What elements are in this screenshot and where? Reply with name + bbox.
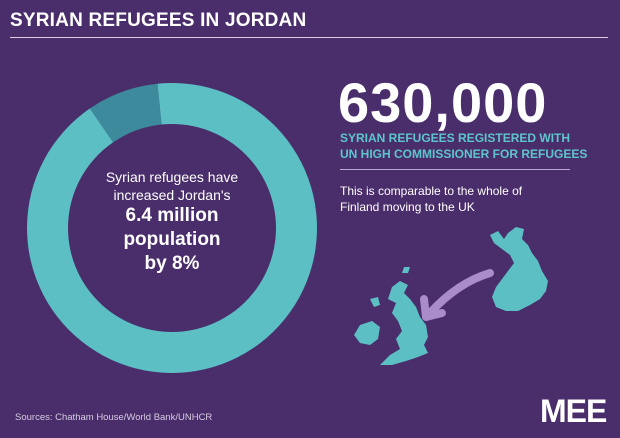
refugee-subtitle-line-2: UN HIGH COMMISSIONER FOR REFUGEES [340, 147, 588, 161]
title-divider [10, 37, 608, 38]
refugee-subtitle: SYRIAN REFUGEES REGISTERED WITH UN HIGH … [340, 130, 587, 162]
donut-center-text: Syrian refugees have increased Jordan's … [72, 168, 272, 276]
mee-logo: MEE [540, 393, 607, 429]
comparison-text: This is comparable to the whole of Finla… [340, 183, 580, 215]
refugee-subtitle-line-1: SYRIAN REFUGEES REGISTERED WITH [340, 131, 571, 145]
sources-text: Sources: Chatham House/World Bank/UNHCR [15, 412, 213, 423]
donut-chart [26, 83, 317, 373]
donut-slice-refugees [89, 83, 162, 143]
comparison-line-2: Finland moving to the UK [340, 200, 475, 214]
comparison-line-1: This is comparable to the whole of [340, 184, 523, 198]
finland-map-icon [490, 227, 548, 311]
subtitle-divider [340, 169, 570, 170]
donut-text-line-2: increased Jordan's [113, 187, 231, 203]
donut-text-line-1: Syrian refugees have [105, 169, 239, 185]
curved-arrow-icon [420, 269, 494, 321]
uk-map-icon [354, 267, 428, 365]
donut-text-bold-3: by 8% [144, 253, 200, 274]
page-title: SYRIAN REFUGEES IN JORDAN [10, 10, 307, 31]
donut-text-bold-2: population [123, 229, 221, 250]
refugee-count: 630,000 [338, 71, 548, 134]
maps-illustration [354, 227, 548, 365]
donut-text-bold-1: 6.4 million [125, 205, 219, 226]
